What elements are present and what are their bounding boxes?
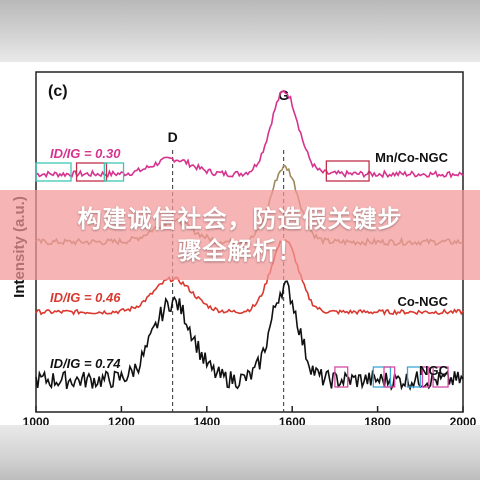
ratio-label-3: ID/IG = 0.46 — [50, 290, 121, 305]
highlight-box-1 — [35, 162, 72, 182]
ratio-label-1: ID/IG = 0.30 — [50, 146, 121, 161]
highlight-box-7 — [383, 366, 396, 388]
banner-line-1: 构建诚信社会，防造假关键步 — [77, 205, 403, 233]
spectrum-line-4 — [35, 280, 464, 392]
highlight-box-10 — [432, 366, 449, 388]
x-axis-ticks: 1000 1200 1400 1600 1800 2000 — [23, 406, 477, 425]
peak-label-D: D — [168, 129, 178, 145]
banner-line-2: 骤全解析！ — [177, 237, 303, 265]
x-tick-label-2000: 2000 — [450, 415, 477, 425]
series-name-3: Co-NGC — [397, 294, 448, 309]
series-name-1: Mn/Co-NGC — [375, 150, 449, 165]
highlight-box-4 — [325, 160, 370, 182]
ratio-label-4: ID/IG = 0.74 — [50, 356, 121, 371]
spectrum-line-3 — [35, 239, 464, 317]
title-banner: 构建诚信社会，防造假关键步 骤全解析！ — [0, 190, 480, 280]
top-blur-band — [0, 0, 480, 65]
spectrum-line-1 — [35, 89, 464, 179]
x-tick-label-1600: 1600 — [279, 415, 306, 425]
highlight-box-9 — [421, 366, 430, 388]
bottom-blur-band — [0, 425, 480, 480]
series-name-4: NGC — [419, 363, 449, 378]
highlight-box-5 — [334, 366, 349, 388]
highlight-box-6 — [372, 366, 392, 388]
highlight-boxes — [35, 160, 449, 388]
highlight-box-2 — [75, 162, 108, 182]
peak-label-G: G — [278, 87, 289, 103]
x-tick-label-1400: 1400 — [193, 415, 220, 425]
x-tick-label-1200: 1200 — [108, 415, 135, 425]
panel-label: (c) — [48, 83, 68, 100]
x-tick-label-1800: 1800 — [364, 415, 391, 425]
highlight-box-3 — [103, 162, 125, 182]
series-labels: Mn/Co-NGC ID/IG = 0.30 Co-NGC ID/IG = 0.46 N… — [50, 146, 449, 378]
x-tick-label-1000: 1000 — [23, 415, 50, 425]
highlight-box-8 — [406, 366, 421, 388]
